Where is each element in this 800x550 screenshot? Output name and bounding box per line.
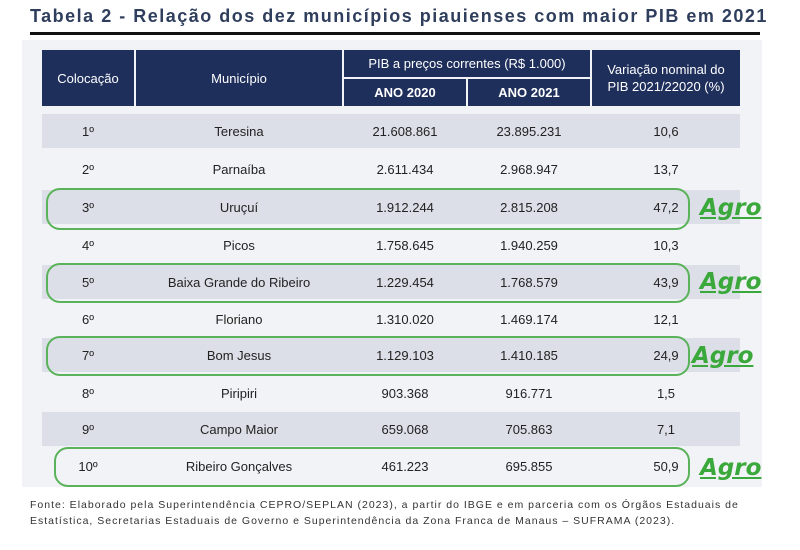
cell-municipio: Baixa Grande do Ribeiro [167, 274, 311, 290]
cell-pib-2020: 461.223 [381, 458, 429, 474]
header-variacao-line2: PIB 2021/22020 (%) [607, 79, 725, 94]
header-variacao: Variação nominal do PIB 2021/22020 (%) [592, 50, 740, 106]
cell-pib-2020: 1.912.244 [376, 199, 434, 215]
cell-municipio: Uruçuí [219, 199, 259, 215]
source-line-2: Estatística, Secretarias Estaduais de Go… [30, 515, 676, 527]
source-note: Fonte: Elaborado pela Superintendência C… [30, 497, 765, 529]
cell-pib-2021: 695.855 [505, 458, 553, 474]
cell-municipio: Parnaíba [212, 161, 266, 177]
table-row: 5º Baixa Grande do Ribeiro 1.229.454 1.7… [42, 265, 740, 299]
cell-colocacao: 1º [82, 123, 94, 139]
agro-annotation: Agro [700, 455, 762, 481]
highlight-outline-bom-jesus [46, 336, 690, 376]
table-row: 10º Ribeiro Gonçalves 461.223 695.855 50… [42, 449, 740, 483]
cell-variacao: 7,1 [656, 421, 676, 437]
table-row: 2º Parnaíba 2.611.434 2.968.947 13,7 [42, 152, 740, 186]
cell-pib-2021: 2.815.208 [500, 199, 558, 215]
cell-pib-2021: 705.863 [505, 421, 553, 437]
cell-colocacao: 5º [82, 274, 94, 290]
table-row: 8º Piripiri 903.368 916.771 1,5 [42, 376, 740, 410]
header-ano-2020: ANO 2020 [344, 79, 466, 106]
header-municipio: Município [136, 50, 342, 106]
cell-pib-2021: 1.940.259 [500, 237, 558, 253]
table-row: 3º Uruçuí 1.912.244 2.815.208 47,2 [42, 190, 740, 224]
cell-colocacao: 2º [82, 161, 94, 177]
table-row: 9º Campo Maior 659.068 705.863 7,1 [42, 412, 740, 446]
cell-pib-2020: 903.368 [381, 385, 429, 401]
table-row: 7º Bom Jesus 1.129.103 1.410.185 24,9 [42, 338, 740, 372]
agro-annotation: Agro [692, 343, 754, 369]
header-colocacao: Colocação [42, 50, 134, 106]
header-ano-2021: ANO 2021 [468, 79, 590, 106]
cell-colocacao: 7º [82, 347, 94, 363]
cell-pib-2020: 1.229.454 [376, 274, 434, 290]
cell-colocacao: 10º [78, 458, 98, 474]
cell-municipio: Bom Jesus [206, 347, 272, 363]
cell-pib-2020: 1.310.020 [376, 311, 434, 327]
cell-colocacao: 4º [82, 237, 94, 253]
cell-variacao: 13,7 [653, 161, 679, 177]
cell-colocacao: 8º [82, 385, 94, 401]
cell-pib-2020: 2.611.434 [376, 161, 434, 177]
header-variacao-line1: Variação nominal do [607, 62, 725, 77]
cell-variacao: 10,6 [653, 123, 679, 139]
cell-colocacao: 6º [82, 311, 94, 327]
source-line-1: Fonte: Elaborado pela Superintendência C… [30, 499, 739, 511]
table-row: 6º Floriano 1.310.020 1.469.174 12,1 [42, 302, 740, 336]
cell-pib-2020: 659.068 [381, 421, 429, 437]
cell-variacao: 12,1 [653, 311, 679, 327]
agro-annotation: Agro [700, 195, 762, 221]
cell-municipio: Campo Maior [199, 421, 279, 437]
cell-colocacao: 3º [82, 199, 94, 215]
cell-municipio: Picos [223, 237, 255, 253]
cell-variacao: 47,2 [653, 199, 679, 215]
highlight-outline-baixa-grande [46, 263, 690, 303]
cell-pib-2020: 1.758.645 [376, 237, 434, 253]
cell-variacao: 24,9 [653, 347, 679, 363]
header-pib: PIB a preços correntes (R$ 1.000) [344, 50, 590, 77]
highlight-outline-urucui [46, 188, 690, 230]
cell-colocacao: 9º [82, 421, 94, 437]
cell-pib-2021: 2.968.947 [500, 161, 558, 177]
cell-variacao: 43,9 [653, 274, 679, 290]
cell-variacao: 1,5 [656, 385, 676, 401]
cell-municipio: Floriano [215, 311, 263, 327]
cell-pib-2021: 1.768.579 [500, 274, 558, 290]
cell-pib-2020: 1.129.103 [376, 347, 434, 363]
cell-pib-2020: 21.608.861 [372, 123, 438, 139]
cell-pib-2021: 23.895.231 [496, 123, 562, 139]
agro-annotation: Agro [700, 269, 762, 295]
cell-variacao: 50,9 [653, 458, 679, 474]
cell-municipio: Teresina [214, 123, 264, 139]
table-title: Tabela 2 - Relação dos dez municípios pi… [30, 6, 768, 26]
table-row: 1º Teresina 21.608.861 23.895.231 10,6 [42, 114, 740, 148]
table-row: 4º Picos 1.758.645 1.940.259 10,3 [42, 228, 740, 262]
cell-pib-2021: 1.410.185 [500, 347, 558, 363]
cell-pib-2021: 916.771 [505, 385, 553, 401]
cell-variacao: 10,3 [653, 237, 679, 253]
cell-municipio: Piripiri [220, 385, 258, 401]
highlight-outline-ribeiro-goncalves [54, 447, 690, 487]
title-underline [30, 32, 760, 35]
cell-pib-2021: 1.469.174 [500, 311, 558, 327]
cell-municipio: Ribeiro Gonçalves [185, 458, 293, 474]
